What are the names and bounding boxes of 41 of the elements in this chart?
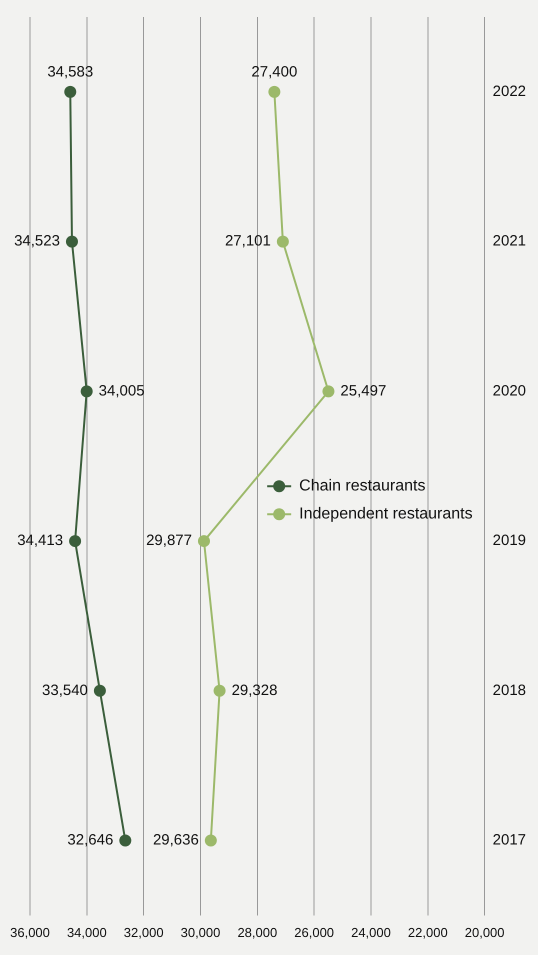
x-tick-label: 28,000 [237, 924, 278, 940]
data-label: 29,328 [232, 682, 278, 699]
x-tick-label: 34,000 [66, 924, 107, 940]
y-tick-label: 2020 [492, 382, 526, 400]
point [94, 684, 106, 697]
y-tick-label: 2018 [492, 682, 526, 699]
x-tick-label: 32,000 [124, 924, 164, 940]
point [322, 385, 334, 398]
y-tick-label: 2021 [492, 232, 526, 250]
data-label: 34,413 [17, 532, 64, 550]
y-tick-label: 2017 [492, 832, 526, 849]
point [268, 86, 280, 98]
x-tick-label: 26,000 [294, 924, 334, 940]
x-tick-label: 24,000 [351, 924, 391, 940]
data-label: 32,646 [67, 832, 114, 849]
point [276, 236, 289, 248]
data-label: 27,101 [224, 232, 271, 250]
y-tick-label: 2022 [492, 83, 526, 100]
point [66, 236, 78, 248]
point [64, 86, 76, 98]
x-tick-label: 36,000 [10, 924, 50, 940]
data-label: 34,523 [14, 232, 60, 250]
point [119, 834, 132, 847]
data-label: 29,877 [146, 532, 192, 550]
data-label: 34,583 [47, 64, 94, 81]
data-label: 29,636 [152, 832, 199, 849]
data-label: 25,497 [340, 382, 386, 400]
x-tick-label: 30,000 [180, 924, 220, 940]
y-tick-label: 2019 [492, 532, 526, 550]
point [80, 385, 93, 398]
point [204, 834, 217, 847]
point [214, 684, 226, 697]
point [198, 535, 210, 548]
data-label: 27,400 [251, 64, 298, 81]
legend-label: Independent restaurants [299, 506, 473, 523]
legend-label: Chain restaurants [299, 478, 426, 495]
data-label: 34,005 [98, 382, 145, 400]
x-tick-label: 22,000 [408, 924, 448, 940]
x-tick-label: 20,000 [464, 924, 505, 940]
data-label: 33,540 [42, 682, 88, 699]
point [69, 535, 82, 548]
